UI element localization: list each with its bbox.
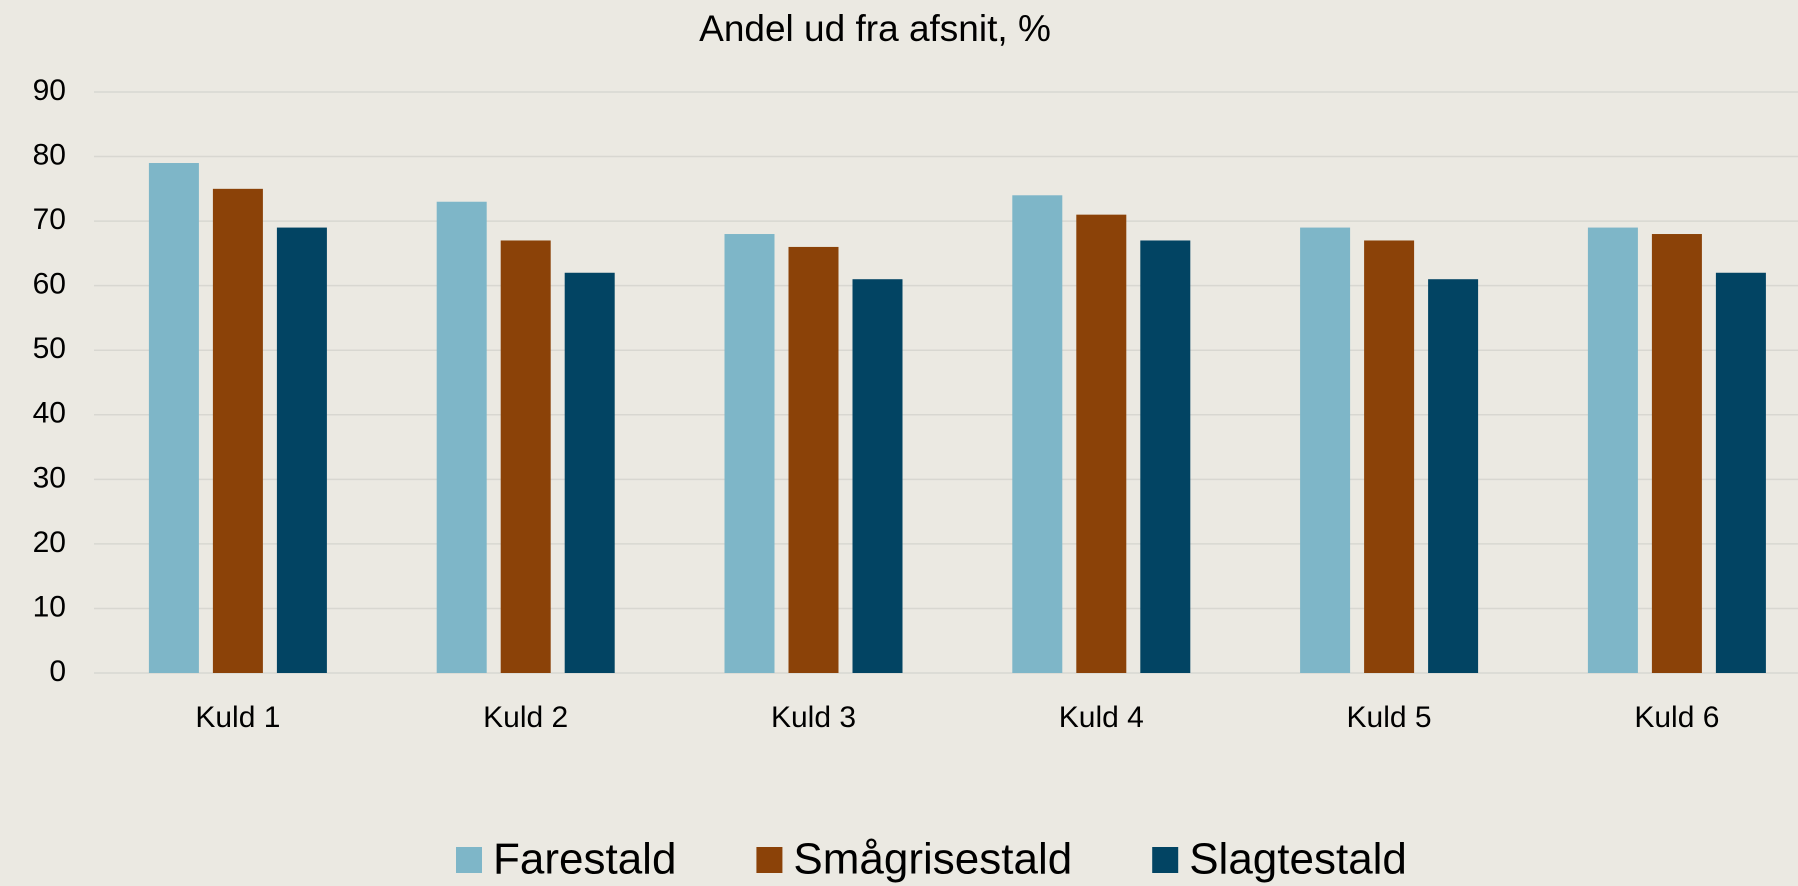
y-tick-label: 80 [33, 138, 66, 171]
x-tick-label: Kuld 2 [483, 701, 568, 734]
bar [1587, 227, 1638, 674]
legend-swatch [456, 847, 482, 873]
bar [564, 272, 615, 673]
bar [500, 240, 551, 673]
bar [852, 279, 903, 673]
legend-label: Smågrisestald [793, 835, 1072, 884]
bar [724, 234, 775, 673]
y-tick-label: 30 [33, 461, 66, 494]
bar [148, 163, 199, 673]
bar [1364, 240, 1415, 673]
legend-swatch [756, 847, 783, 873]
x-tick-label: Kuld 3 [771, 701, 856, 734]
bar [276, 227, 327, 674]
y-tick-label: 60 [33, 268, 66, 301]
bar [788, 246, 839, 673]
legend-label: Slagtestald [1189, 835, 1407, 884]
bar [1715, 272, 1766, 673]
y-tick-label: 20 [33, 526, 66, 559]
y-tick-label: 0 [49, 655, 66, 688]
y-tick-label: 40 [33, 397, 66, 430]
bar [436, 201, 487, 673]
bar [1651, 234, 1702, 673]
legend-swatch [1152, 847, 1179, 873]
bar [212, 188, 263, 674]
bar [1428, 279, 1479, 673]
x-tick-label: Kuld 1 [195, 701, 280, 734]
bar [1076, 214, 1127, 673]
x-tick-label: Kuld 6 [1634, 701, 1719, 734]
y-tick-label: 70 [33, 203, 66, 236]
x-tick-label: Kuld 5 [1347, 701, 1432, 734]
y-tick-label: 50 [33, 332, 66, 365]
y-tick-label: 90 [33, 74, 66, 107]
bar [1300, 227, 1351, 674]
y-tick-label: 10 [33, 590, 66, 623]
bar [1140, 240, 1191, 673]
chart-title: Andel ud fra afsnit, % [699, 8, 1051, 49]
bar [1012, 195, 1063, 674]
x-tick-label: Kuld 4 [1059, 701, 1144, 734]
legend-label: Farestald [493, 835, 676, 884]
